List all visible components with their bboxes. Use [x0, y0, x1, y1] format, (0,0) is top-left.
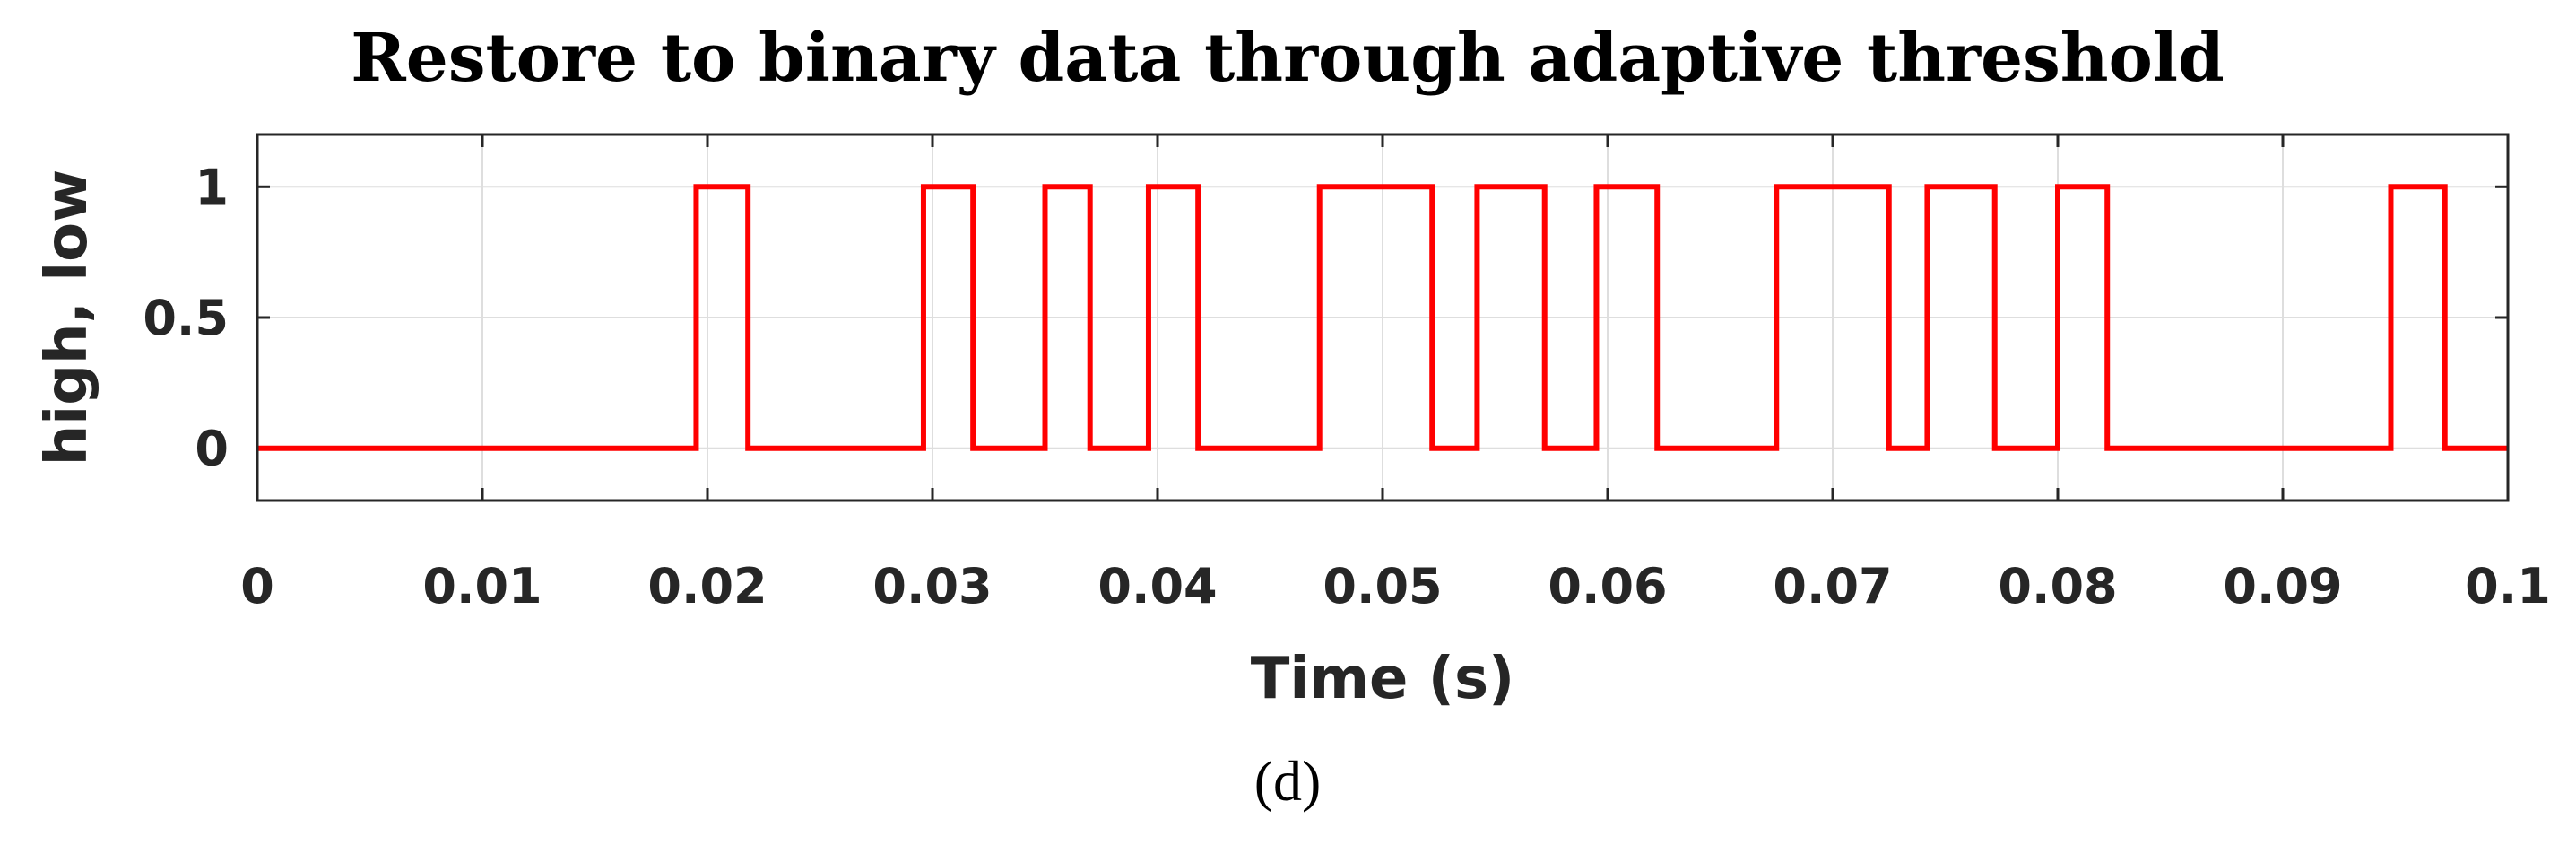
- figure-caption: (d): [1254, 749, 1322, 813]
- x-tick-label: 0.05: [1323, 558, 1442, 614]
- y-tick-label: 0: [195, 421, 229, 477]
- y-tick-label: 1: [195, 159, 229, 215]
- x-tick-label: 0.02: [647, 558, 767, 614]
- x-tick-labels: 0 0.01 0.02 0.03 0.04 0.05 0.06 0.07 0.08 0.09 0.1: [240, 558, 2551, 614]
- x-tick-label: 0: [240, 558, 274, 614]
- y-tick-labels: 00.51: [143, 159, 229, 476]
- series-line: [257, 184, 2508, 451]
- x-tick-label: 0.09: [2223, 558, 2342, 614]
- chart-title: Restore to binary data through adaptive …: [351, 20, 2225, 97]
- x-tick-label: 0.03: [872, 558, 992, 614]
- y-axis-label: high, low: [34, 170, 100, 466]
- x-tick-label: 0.06: [1548, 558, 1667, 614]
- x-tick-label: 0.07: [1773, 558, 1892, 614]
- x-tick-label: 0.08: [1998, 558, 2117, 614]
- x-tick-label: 0.04: [1097, 558, 1217, 614]
- x-axis-label: Time (s): [1251, 646, 1515, 712]
- x-tick-label: 0.1: [2465, 558, 2551, 614]
- series-group: [257, 184, 2508, 451]
- y-tick-label: 0.5: [143, 290, 229, 346]
- x-tick-label: 0.01: [422, 558, 542, 614]
- plot-frame: [256, 133, 2510, 502]
